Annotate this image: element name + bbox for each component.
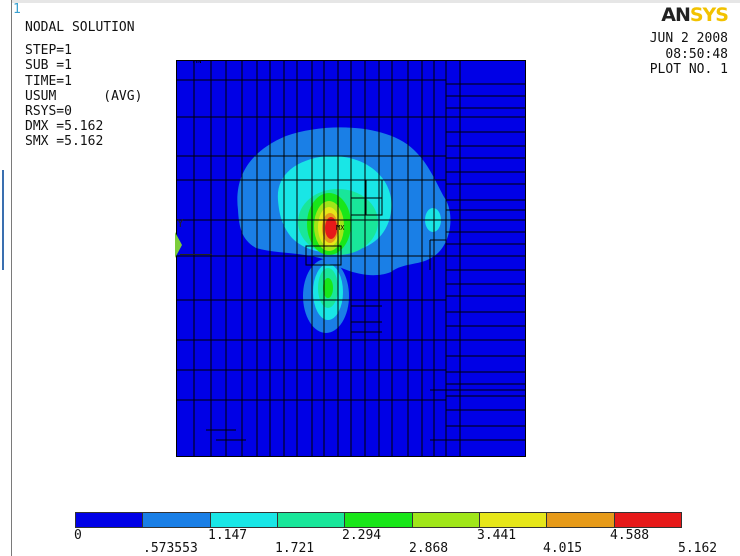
left-frame-mark xyxy=(2,170,4,270)
legend-band xyxy=(210,513,278,527)
solution-info: NODAL SOLUTION STEP=1 SUB =1 TIME=1 USUM (AV… xyxy=(25,20,142,150)
legend-label-6: 3.441 xyxy=(477,528,517,543)
plot-time: 08:50:48 xyxy=(665,46,728,62)
info-title: NODAL SOLUTION xyxy=(25,20,135,35)
logo-sys: SYS xyxy=(689,4,729,26)
legend-label-1: .573553 xyxy=(143,541,198,556)
legend-label-7: 4.015 xyxy=(543,541,583,556)
contour-plot: MN MX xyxy=(176,60,526,457)
legend-label-4: 2.294 xyxy=(342,528,382,543)
contour-band-8 xyxy=(325,217,337,239)
ansys-logo: ANSYS xyxy=(661,4,729,26)
logo-an: AN xyxy=(661,4,691,26)
legend-band xyxy=(277,513,346,527)
info-usum: USUM (AVG) xyxy=(25,88,143,104)
plot-number: PLOT NO. 1 xyxy=(649,62,728,77)
legend-label-0: 0 xyxy=(74,528,82,543)
mn-marker: MN xyxy=(193,60,201,65)
legend-band xyxy=(614,513,681,527)
legend-label-9: 5.162 xyxy=(678,541,718,556)
legend-band xyxy=(479,513,548,527)
contour-bands xyxy=(237,127,451,333)
info-rsys: RSYS=0 xyxy=(25,104,72,120)
plot-stamp: JUN 2 2008 08:50:48 PLOT NO. 1 xyxy=(650,31,728,78)
legend-band xyxy=(143,513,211,527)
mesh-lines xyxy=(176,60,526,457)
support-triangle xyxy=(175,232,182,258)
info-step: STEP=1 xyxy=(25,43,72,59)
x-axis-line xyxy=(180,254,212,255)
info-sub: SUB =1 xyxy=(25,58,72,74)
legend-band xyxy=(547,513,615,527)
legend-band xyxy=(345,513,413,527)
top-strip xyxy=(0,0,740,3)
y-axis-label: Y xyxy=(177,217,184,230)
info-smx: SMX =5.162 xyxy=(25,134,104,150)
window-number: 1 xyxy=(13,2,21,17)
color-legend-bar xyxy=(75,512,682,528)
legend-label-5: 2.868 xyxy=(409,541,449,556)
info-time: TIME=1 xyxy=(25,73,72,89)
legend-band xyxy=(412,513,480,527)
plot-border xyxy=(176,60,526,457)
legend-label-2: 1.147 xyxy=(208,528,248,543)
plot-date: JUN 2 2008 xyxy=(649,31,728,46)
legend-label-8: 4.588 xyxy=(610,528,650,543)
left-frame xyxy=(0,0,12,556)
legend-band xyxy=(76,513,144,527)
legend-label-3: 1.721 xyxy=(275,541,315,556)
contour-band-4b xyxy=(323,278,333,298)
mx-marker: MX xyxy=(336,224,345,232)
info-dmx: DMX =5.162 xyxy=(25,119,104,135)
